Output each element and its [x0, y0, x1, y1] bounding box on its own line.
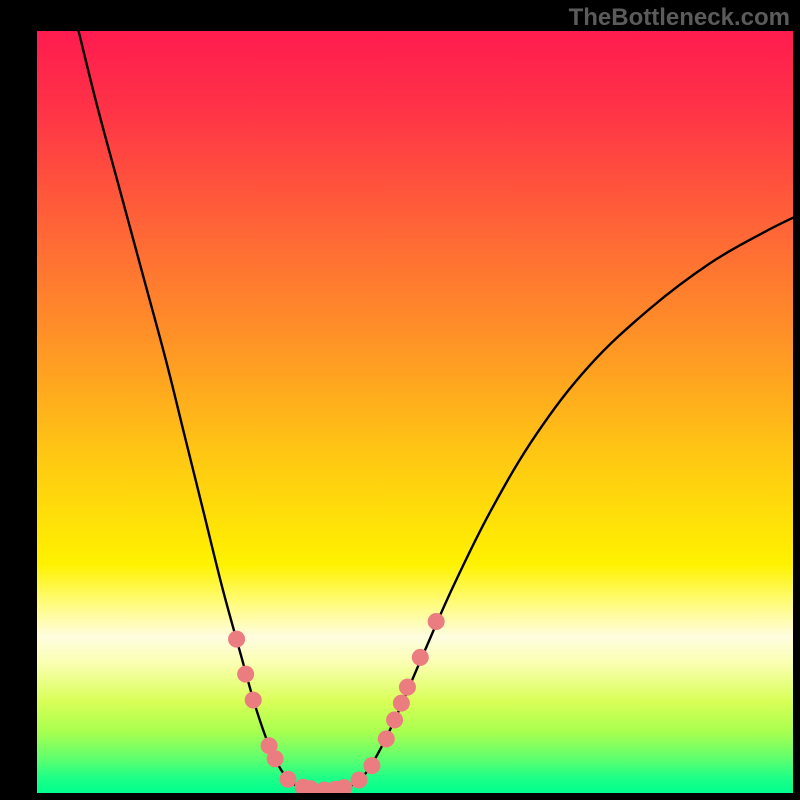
data-point	[364, 758, 380, 774]
data-point	[412, 649, 428, 665]
watermark-label: TheBottleneck.com	[569, 4, 790, 32]
figure-root: TheBottleneck.com	[0, 0, 800, 800]
data-point	[399, 679, 415, 695]
data-point	[238, 666, 254, 682]
data-point	[229, 631, 245, 647]
data-point	[267, 751, 283, 767]
gradient-background	[37, 31, 793, 793]
data-point	[351, 772, 367, 788]
data-point	[280, 771, 296, 787]
data-point	[428, 614, 444, 630]
data-point	[245, 692, 261, 708]
bottleneck-chart	[37, 31, 793, 793]
data-point	[393, 695, 409, 711]
data-point	[387, 712, 403, 728]
data-point	[378, 731, 394, 747]
data-point	[336, 780, 352, 793]
